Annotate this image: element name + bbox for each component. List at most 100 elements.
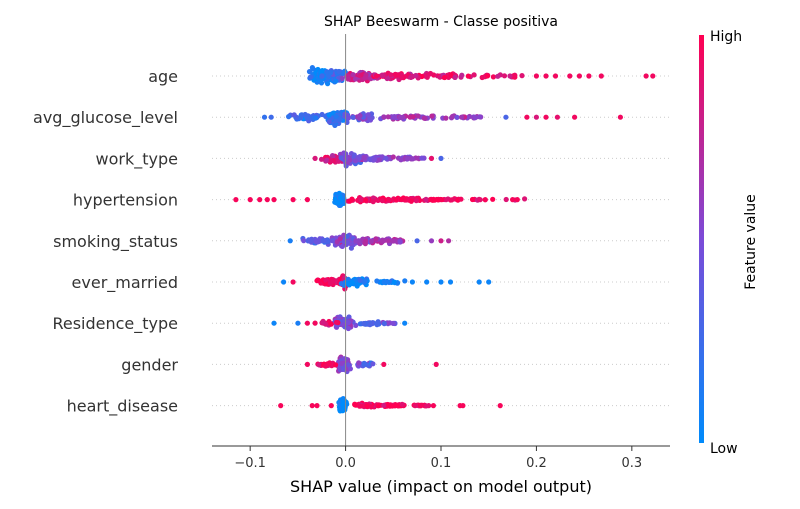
- data-point: [438, 155, 444, 161]
- data-point: [423, 196, 429, 202]
- data-point: [533, 114, 540, 120]
- data-point: [320, 319, 326, 325]
- data-point: [392, 71, 398, 77]
- data-point: [370, 361, 376, 367]
- data-point: [443, 115, 449, 121]
- data-point: [290, 197, 296, 203]
- data-point: [503, 196, 509, 203]
- data-point: [617, 114, 624, 120]
- data-point: [421, 115, 427, 121]
- data-point: [402, 320, 408, 326]
- data-point: [379, 198, 385, 204]
- data-point: [366, 116, 373, 123]
- data-point: [336, 68, 342, 75]
- data-point: [522, 196, 528, 202]
- data-point: [381, 279, 387, 285]
- data-point: [307, 74, 314, 80]
- data-point: [345, 76, 351, 82]
- data-point: [370, 195, 376, 201]
- data-point: [352, 402, 358, 408]
- x-tick-label: 0.2: [526, 456, 547, 471]
- data-point: [373, 236, 379, 242]
- data-point: [446, 238, 452, 244]
- data-point: [337, 195, 343, 201]
- data-point: [326, 112, 332, 118]
- data-point: [295, 320, 301, 326]
- data-point: [375, 319, 381, 325]
- feature-label-age: age: [148, 67, 178, 86]
- data-point: [430, 403, 436, 409]
- data-point: [325, 81, 331, 87]
- data-point: [329, 279, 335, 285]
- data-point: [447, 279, 454, 285]
- colorbar-low-label: Low: [710, 441, 738, 457]
- data-point: [511, 73, 518, 79]
- data-point: [393, 197, 399, 203]
- x-tick-label: 0.0: [335, 456, 356, 471]
- data-point: [368, 238, 375, 244]
- data-point: [409, 156, 415, 162]
- data-point: [472, 115, 478, 121]
- data-point: [291, 112, 297, 118]
- data-point: [385, 114, 391, 120]
- data-point: [337, 116, 343, 122]
- data-point: [353, 238, 359, 244]
- data-point: [503, 114, 509, 120]
- data-point: [399, 74, 405, 81]
- data-point: [314, 403, 320, 409]
- data-point: [339, 243, 345, 249]
- data-point: [374, 278, 380, 284]
- data-point: [357, 113, 363, 119]
- data-point: [309, 403, 315, 409]
- data-point: [328, 70, 334, 76]
- data-point: [268, 114, 274, 120]
- data-point: [427, 70, 434, 77]
- data-point: [412, 403, 418, 409]
- data-point: [304, 361, 310, 367]
- data-point: [333, 362, 339, 368]
- data-point: [643, 73, 649, 79]
- data-point: [367, 157, 373, 163]
- data-point: [402, 278, 408, 284]
- feature-label-hypertension: hypertension: [73, 191, 178, 210]
- data-point: [484, 73, 491, 79]
- data-point: [257, 197, 263, 203]
- data-point: [361, 320, 367, 327]
- data-point: [364, 403, 370, 409]
- data-point: [471, 72, 477, 78]
- data-point: [326, 119, 332, 125]
- data-point: [332, 122, 338, 128]
- data-point: [477, 197, 483, 203]
- chart-title: SHAP Beeswarm - Classe positiva: [324, 14, 558, 30]
- data-point: [333, 319, 339, 325]
- data-point: [408, 74, 414, 80]
- data-point: [424, 279, 430, 285]
- data-point: [352, 76, 359, 82]
- feature-label-gender: gender: [121, 355, 178, 374]
- data-point: [482, 197, 488, 203]
- data-point: [350, 72, 356, 78]
- data-point: [271, 320, 277, 326]
- data-point: [419, 155, 425, 161]
- data-point: [362, 278, 368, 284]
- data-point: [342, 356, 348, 362]
- data-point: [390, 320, 396, 326]
- data-point: [350, 114, 356, 120]
- data-point: [318, 156, 325, 162]
- data-point: [381, 114, 387, 120]
- data-point: [362, 241, 368, 247]
- data-point: [552, 73, 559, 79]
- data-point: [428, 238, 435, 244]
- data-point: [329, 238, 335, 244]
- data-point: [347, 157, 353, 163]
- data-point: [554, 114, 561, 120]
- data-point: [430, 197, 436, 203]
- data-point: [459, 72, 465, 78]
- data-point: [454, 114, 460, 120]
- data-point: [469, 196, 476, 203]
- data-point: [368, 404, 374, 410]
- data-point: [340, 402, 346, 408]
- data-point: [586, 73, 592, 79]
- data-point: [357, 321, 363, 327]
